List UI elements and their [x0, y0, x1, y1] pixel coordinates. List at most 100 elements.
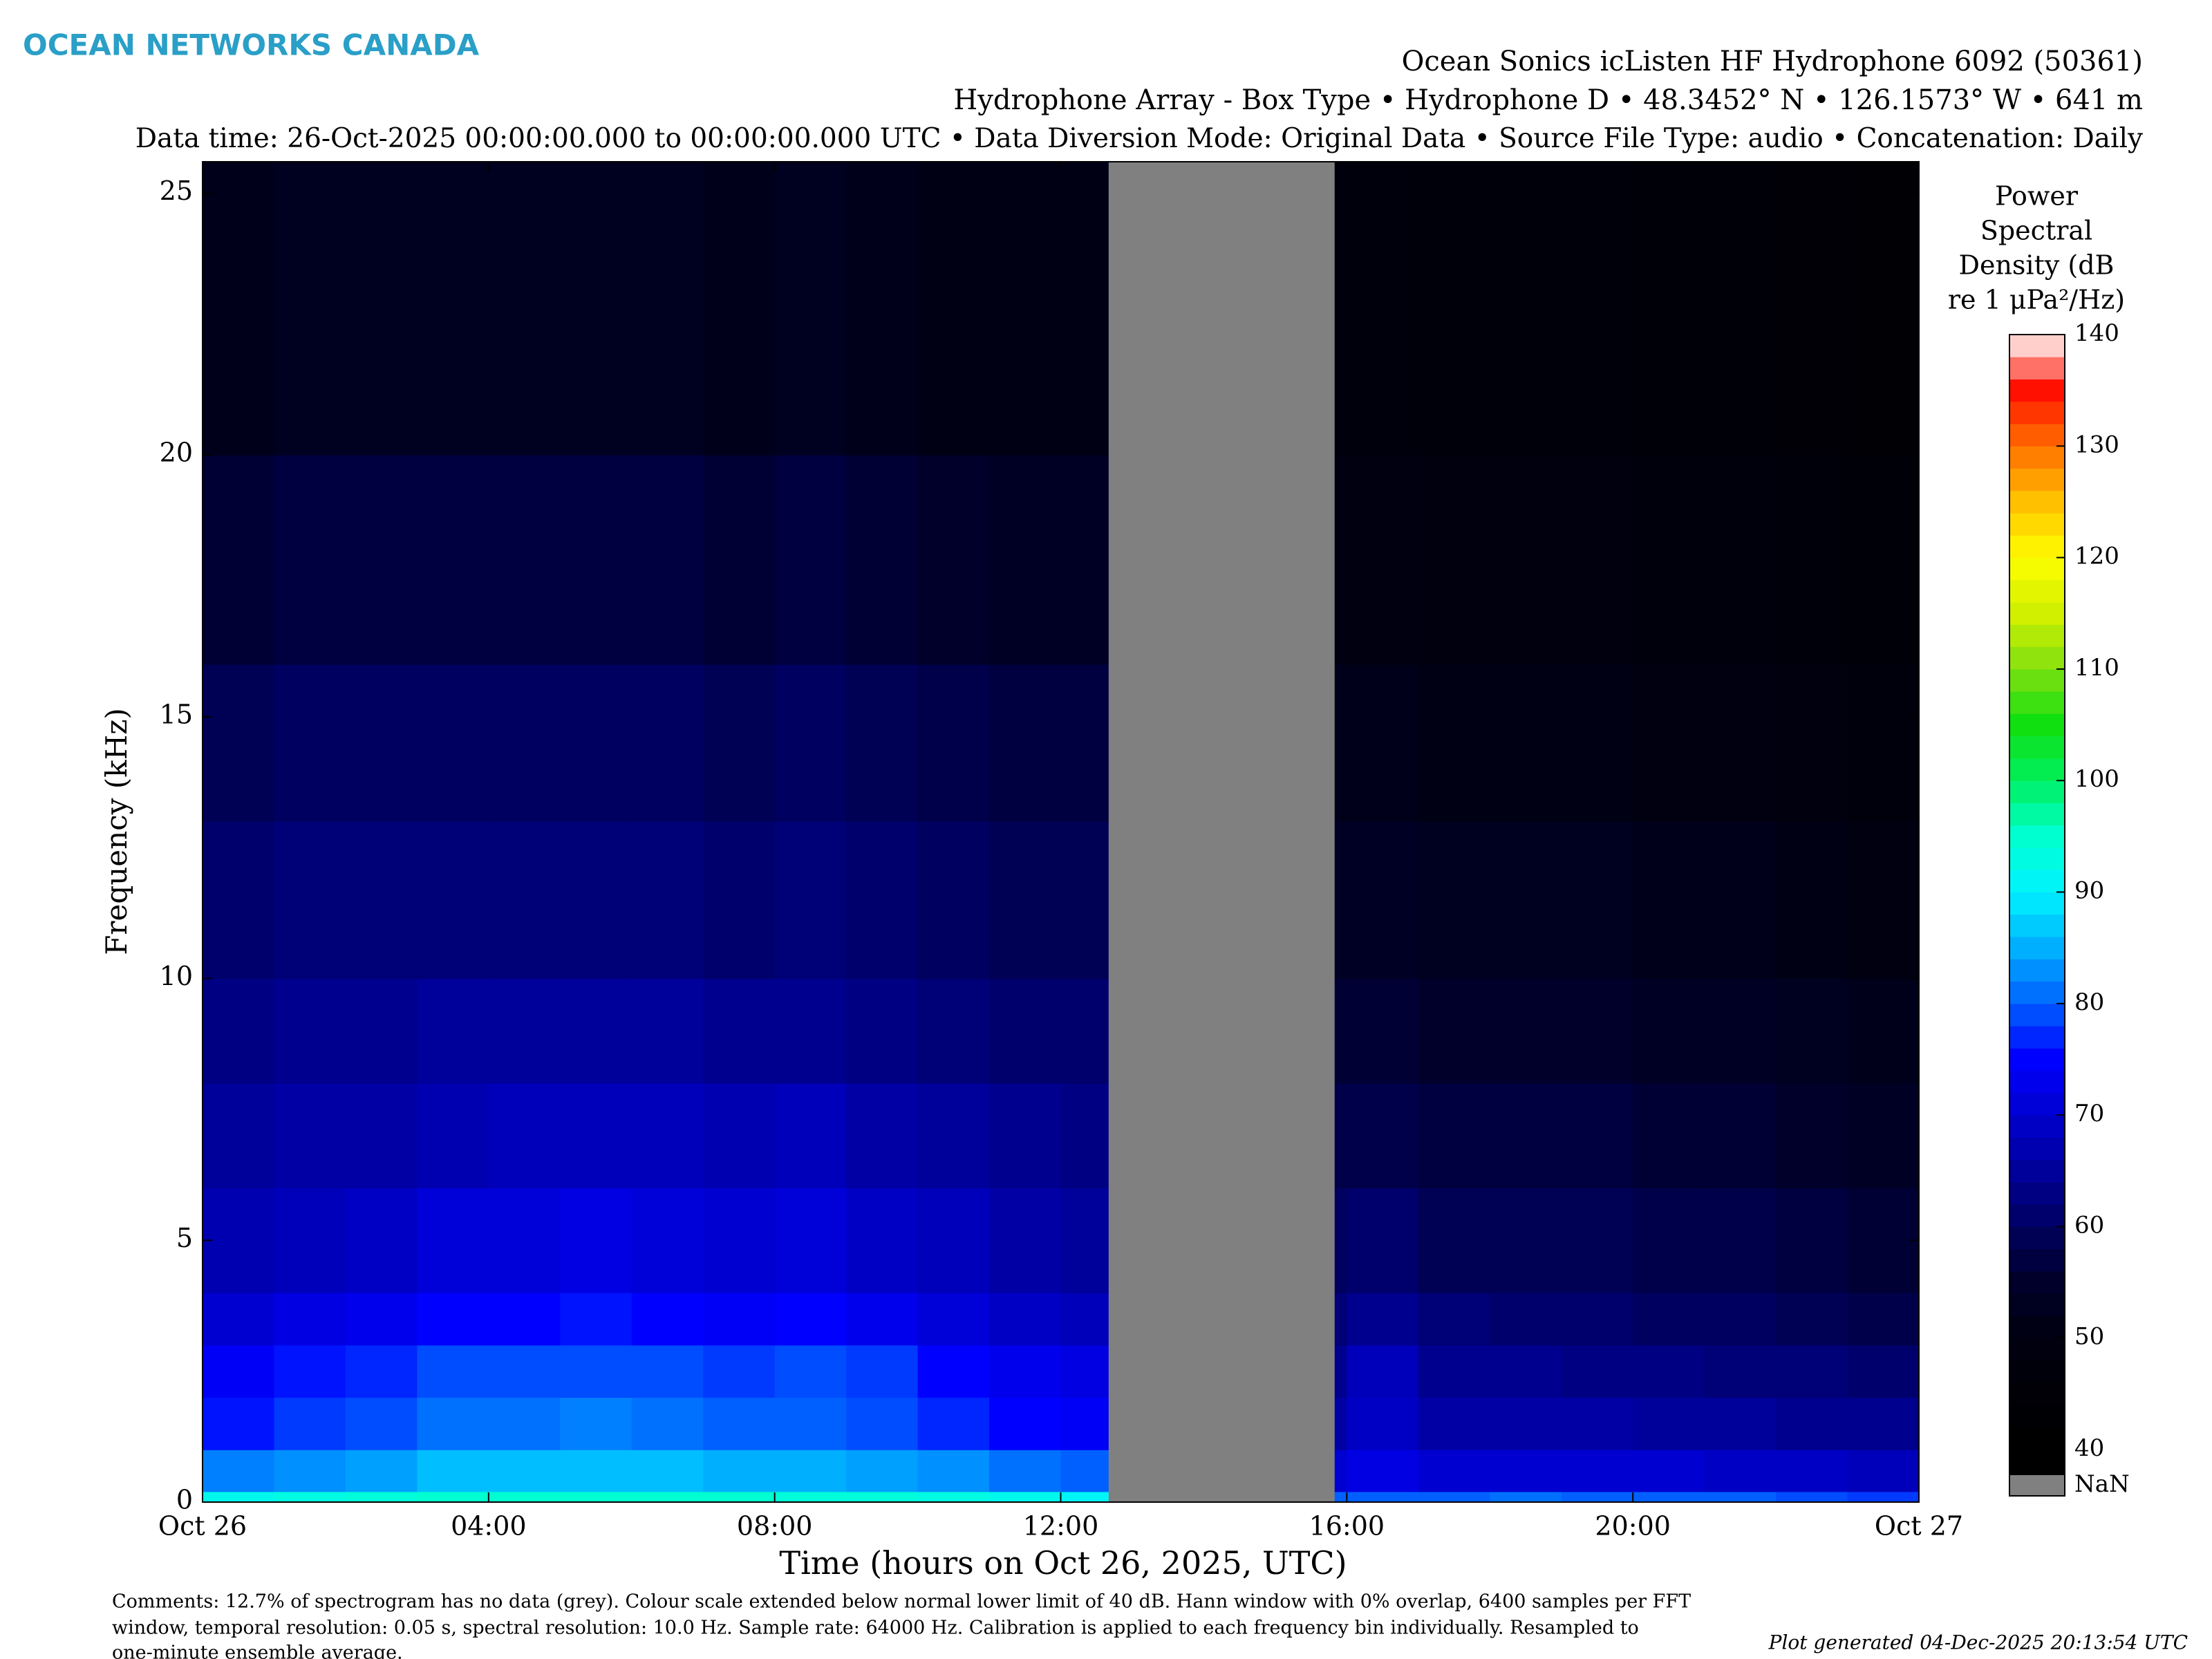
heatmap-cell [1418, 1083, 1490, 1189]
colorbar-band [2009, 557, 2065, 581]
heatmap-cell [631, 455, 704, 665]
heatmap-cell [1334, 1293, 1347, 1346]
colorbar-band [2009, 1226, 2065, 1250]
heatmap-cell [1347, 1450, 1419, 1492]
heatmap-cell [846, 1344, 919, 1398]
heatmap-cell [846, 1188, 919, 1293]
colorbar-band [2009, 513, 2065, 536]
heatmap-cell [989, 455, 1062, 665]
colorbar-band [2009, 468, 2065, 491]
heatmap-cell [1704, 1397, 1777, 1450]
heatmap-cell [703, 162, 776, 456]
heatmap-cell [560, 1083, 632, 1189]
heatmap-cell [560, 1450, 632, 1492]
colorbar-band [2009, 1181, 2065, 1205]
heatmap-cell [703, 664, 776, 822]
colorbar-tick-label: 140 [2074, 319, 2119, 347]
heatmap-cell [345, 1397, 418, 1450]
heatmap-cell [917, 162, 990, 456]
colorbar-tick-label: 80 [2074, 988, 2104, 1016]
heatmap-cell [1060, 1450, 1109, 1492]
heatmap-cell [1561, 1344, 1633, 1398]
colorbar-tick-label: 70 [2074, 1100, 2104, 1127]
heatmap-cell [1847, 821, 1920, 980]
colorbar-tick-label: 50 [2074, 1323, 2104, 1351]
heatmap-cell [1633, 821, 1705, 980]
heatmap-cell [1704, 1293, 1777, 1346]
heatmap-cell [1847, 978, 1920, 1084]
heatmap-cell [1633, 978, 1705, 1084]
heatmap-cell [1847, 162, 1920, 456]
heatmap-cell [417, 1188, 489, 1293]
heatmap-cell [560, 1293, 632, 1346]
heatmap-cell [631, 1083, 704, 1189]
heatmap-cell [1633, 1293, 1705, 1346]
heatmap-cell [345, 1293, 418, 1346]
heatmap-cell [989, 1397, 1062, 1450]
heatmap-cell [1108, 1293, 1335, 1346]
heatmap-cell [1847, 664, 1920, 822]
colorbar-band [2009, 870, 2065, 892]
heatmap-cell [846, 664, 919, 822]
heatmap-cell [417, 821, 489, 980]
heatmap-cell [1347, 821, 1419, 980]
colorbar-band [2009, 1115, 2065, 1138]
colorbar-band [2009, 624, 2065, 648]
heatmap-cell [703, 1450, 776, 1492]
heatmap-cell [203, 1188, 275, 1293]
logo: OCEAN NETWORKS CANADA [23, 28, 480, 62]
heatmap-cell [1490, 821, 1562, 980]
x-tick-label: 12:00 [1023, 1511, 1099, 1541]
heatmap-cell [1060, 978, 1109, 1084]
heatmap-cell [488, 664, 561, 822]
heatmap-cell [1633, 455, 1705, 665]
heatmap-cell [1847, 1450, 1920, 1492]
heatmap-cell [274, 1491, 346, 1503]
heatmap-cell [1704, 1491, 1777, 1503]
heatmap-cell [345, 978, 418, 1084]
heatmap-cell [1490, 978, 1562, 1084]
heatmap-cell [631, 1188, 704, 1293]
heatmap-cell [560, 821, 632, 980]
heatmap-cell [274, 978, 346, 1084]
heatmap-cell [1418, 1344, 1490, 1398]
title-line: Hydrophone Array - Box Type • Hydrophone… [953, 84, 2143, 116]
heatmap-cell [1334, 1397, 1347, 1450]
heatmap-cell [1490, 162, 1562, 456]
heatmap-cell [1633, 1491, 1705, 1503]
heatmap-cell [203, 1344, 275, 1398]
heatmap-cell [703, 1397, 776, 1450]
heatmap-cell [1108, 664, 1335, 822]
heatmap-cell [774, 664, 847, 822]
heatmap-cell [703, 1083, 776, 1189]
heatmap-cell [1776, 1344, 1848, 1398]
heatmap-cell [1060, 821, 1109, 980]
heatmap-cell [1060, 455, 1109, 665]
colorbar-band [2009, 1137, 2065, 1161]
heatmap-cell [560, 1344, 632, 1398]
x-tick-label: 04:00 [451, 1511, 527, 1541]
heatmap-cell [1347, 1397, 1419, 1450]
colorbar-tick-label: 40 [2074, 1434, 2104, 1462]
heatmap-cell [917, 1293, 990, 1346]
colorbar-band [2009, 1204, 2065, 1227]
heatmap-cell [1561, 1491, 1633, 1503]
heatmap-cell [631, 1344, 704, 1398]
heatmap-cell [1561, 821, 1633, 980]
x-tick-label: Oct 26 [158, 1511, 247, 1541]
heatmap-cell [1060, 1293, 1109, 1346]
heatmap-cell [560, 162, 632, 456]
heatmap-cell [703, 978, 776, 1084]
heatmap-cell [417, 978, 489, 1084]
comment-line: window, temporal resolution: 0.05 s, spe… [112, 1618, 1639, 1639]
heatmap-cell [1847, 1344, 1920, 1398]
heatmap-cell [1633, 1450, 1705, 1492]
heatmap-cell [774, 1344, 847, 1398]
heatmap-cell [1108, 1491, 1335, 1503]
heatmap-cell [1108, 1188, 1335, 1293]
colorbar-tick-label: 90 [2074, 877, 2104, 905]
heatmap-cell [488, 821, 561, 980]
heatmap-cell [1334, 664, 1347, 822]
colorbar-band [2009, 335, 2065, 357]
heatmap-cell [203, 1450, 275, 1492]
